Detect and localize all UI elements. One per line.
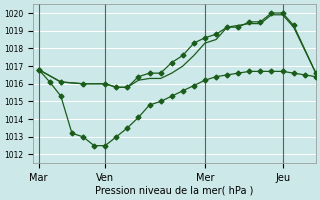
- X-axis label: Pression niveau de la mer( hPa ): Pression niveau de la mer( hPa ): [95, 186, 254, 196]
